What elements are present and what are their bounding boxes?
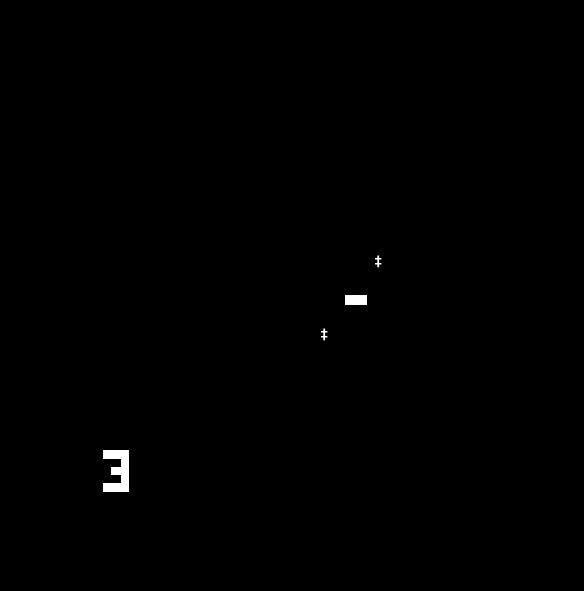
playfield: ‡ ‡ 3: [0, 0, 584, 591]
marker-lower: ‡: [320, 328, 328, 342]
score-digit: 3: [103, 450, 129, 492]
score-digit-seg-right: [121, 450, 129, 492]
marker-upper: ‡: [374, 255, 382, 269]
ball: [345, 295, 367, 305]
